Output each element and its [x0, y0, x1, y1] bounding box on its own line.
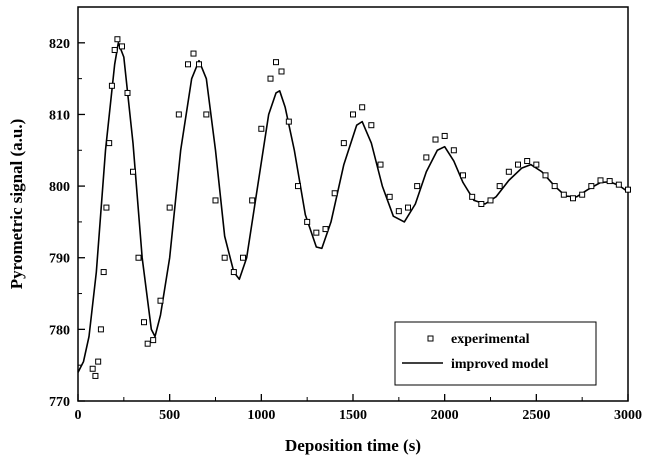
data-point-experimental — [405, 204, 411, 211]
data-point-experimental — [588, 183, 595, 190]
data-point-experimental — [340, 140, 347, 147]
data-point-experimental — [240, 254, 246, 261]
y-tick-label: 810 — [49, 108, 70, 123]
y-tick-label: 780 — [49, 323, 70, 338]
series-markers-experimental — [89, 36, 631, 379]
y-tick-label: 800 — [49, 180, 70, 195]
data-point-experimental — [114, 36, 121, 43]
legend-marker-experimental — [427, 335, 434, 342]
x-tick-label: 2500 — [522, 408, 550, 423]
data-point-experimental — [496, 183, 503, 190]
data-point-experimental — [625, 186, 631, 193]
data-point-experimental — [478, 201, 485, 207]
data-point-experimental — [542, 172, 549, 179]
data-point-experimental — [103, 204, 110, 211]
data-point-experimental — [295, 183, 301, 190]
data-point-experimental — [108, 82, 115, 89]
series-layer — [77, 36, 631, 379]
series-line-improved-model — [77, 42, 629, 373]
y-axis-ticks: 770 780 790 800 810 820 — [49, 6, 85, 410]
data-point-experimental — [395, 208, 402, 215]
data-point-experimental — [221, 254, 228, 261]
x-axis-ticks: 0 500 1000 1500 2000 2500 3000 — [75, 394, 642, 423]
data-point-experimental — [150, 337, 157, 344]
data-point-experimental — [386, 193, 393, 200]
data-point-experimental — [95, 358, 102, 365]
data-point-experimental — [111, 46, 118, 53]
data-point-experimental — [119, 43, 125, 50]
data-point-experimental — [141, 319, 147, 326]
data-point-experimental — [92, 372, 99, 379]
data-point-experimental — [460, 172, 466, 179]
data-point-experimental — [89, 365, 96, 372]
data-point-experimental — [97, 326, 104, 333]
y-tick-label: 820 — [49, 37, 70, 52]
data-point-experimental — [579, 191, 586, 198]
data-point-experimental — [414, 183, 421, 190]
data-point-experimental — [423, 154, 430, 161]
data-point-experimental — [560, 191, 567, 198]
x-tick-label: 0 — [75, 408, 82, 423]
data-point-experimental — [230, 269, 237, 276]
x-tick-label: 2000 — [431, 408, 459, 423]
legend-label-experimental: experimental — [451, 332, 530, 347]
data-point-experimental — [267, 75, 274, 82]
y-tick-label: 790 — [49, 252, 70, 267]
data-point-experimental — [278, 68, 285, 75]
x-tick-label: 3000 — [614, 408, 642, 423]
data-point-experimental — [331, 190, 338, 197]
data-point-experimental — [505, 168, 512, 175]
data-point-experimental — [450, 147, 457, 154]
data-point-experimental — [196, 61, 202, 68]
data-point-experimental — [322, 226, 329, 233]
data-point-experimental — [135, 254, 142, 261]
data-point-experimental — [106, 140, 113, 147]
data-point-experimental — [304, 218, 311, 225]
data-point-experimental — [597, 177, 604, 184]
data-point-experimental — [487, 197, 494, 204]
data-point-experimental — [175, 111, 182, 118]
data-point-experimental — [524, 158, 531, 165]
data-point-experimental — [124, 89, 131, 96]
data-point-experimental — [100, 269, 107, 276]
data-point-experimental — [273, 59, 279, 66]
data-point-experimental — [441, 132, 448, 139]
y-axis-title: Pyrometric signal (a.u.) — [7, 119, 26, 290]
legend-box — [394, 321, 597, 386]
x-tick-label: 1500 — [339, 408, 367, 423]
y-tick-label: 770 — [49, 395, 70, 410]
data-point-experimental — [258, 125, 265, 132]
data-point-experimental — [615, 181, 622, 188]
data-point-experimental — [144, 340, 151, 347]
data-point-experimental — [515, 161, 521, 168]
x-axis-title: Deposition time (s) — [285, 436, 421, 455]
data-point-experimental — [469, 193, 476, 200]
data-point-experimental — [190, 50, 197, 57]
data-point-experimental — [185, 61, 191, 68]
data-point-experimental — [157, 297, 164, 304]
data-point-experimental — [313, 229, 320, 236]
data-point-experimental — [249, 197, 256, 204]
data-point-experimental — [377, 161, 384, 168]
data-point-experimental — [130, 168, 136, 175]
legend: experimental improved model — [394, 321, 597, 386]
data-point-experimental — [285, 118, 292, 125]
data-point-experimental — [551, 183, 558, 190]
data-point-experimental — [212, 197, 219, 204]
legend-label-improved-model: improved model — [451, 357, 548, 372]
data-point-experimental — [359, 104, 366, 111]
data-point-experimental — [203, 111, 210, 118]
plot-area: 0 500 1000 1500 2000 2500 3000 770 780 790 800 810… — [49, 6, 642, 423]
x-tick-label: 500 — [159, 408, 180, 423]
data-point-experimental — [570, 195, 576, 202]
data-point-experimental — [368, 122, 375, 129]
x-tick-label: 1000 — [247, 408, 275, 423]
data-point-experimental — [350, 111, 356, 118]
data-point-experimental — [606, 178, 613, 185]
data-point-experimental — [432, 136, 439, 143]
data-point-experimental — [166, 204, 173, 211]
data-point-experimental — [533, 161, 540, 168]
